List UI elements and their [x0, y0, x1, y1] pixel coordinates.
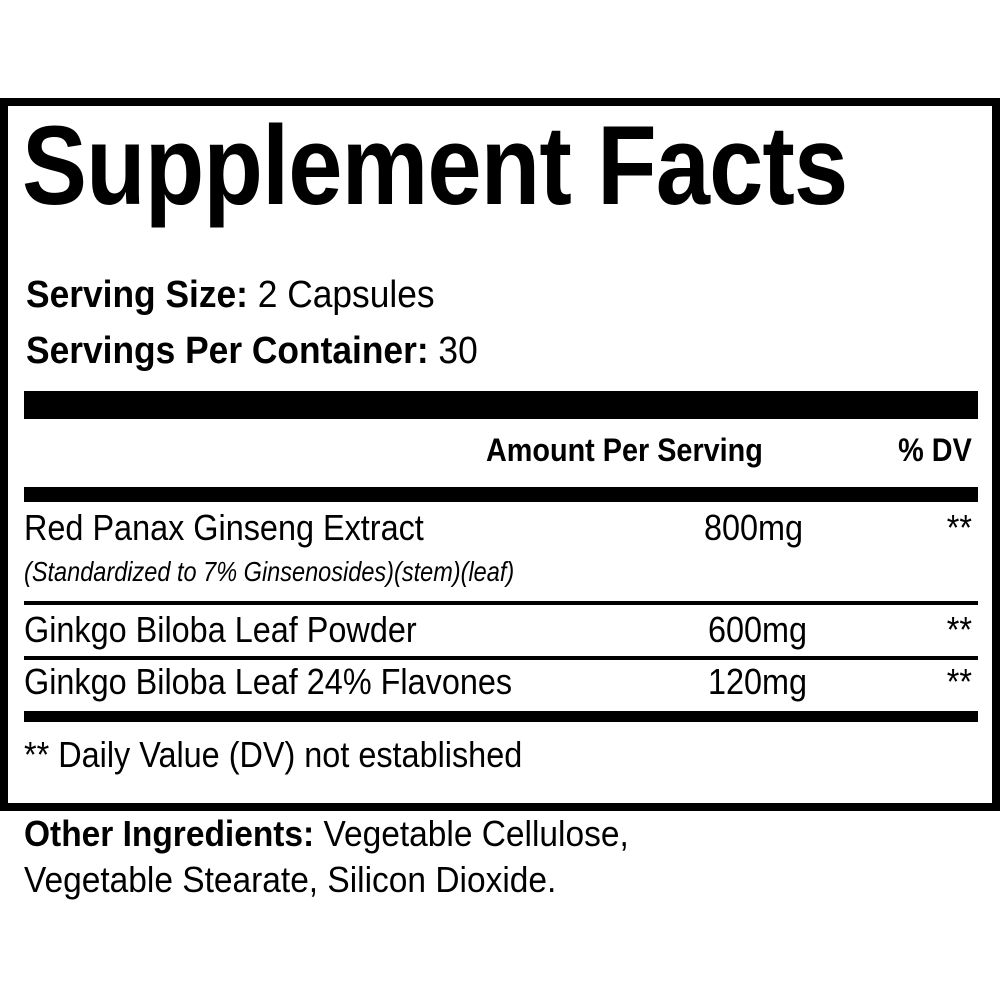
other-ingredients-line2: Vegetable Stearate, Silicon Dioxide.: [24, 859, 557, 900]
other-ingredients: Other Ingredients: Vegetable Cellulose,: [24, 816, 629, 852]
servings-per-container-value: 30: [438, 330, 478, 372]
serving-size-label: Serving Size:: [26, 274, 248, 316]
servings-per-container: Servings Per Container: 30: [26, 332, 478, 370]
header-divider: [24, 487, 978, 502]
other-ingredients-label: Other Ingredients:: [24, 813, 315, 854]
row-divider: [24, 601, 978, 605]
panel-title: Supplement Facts: [22, 103, 848, 228]
footnote: ** Daily Value (DV) not established: [24, 734, 523, 775]
row-divider: [24, 656, 978, 660]
ingredient-dv: **: [946, 609, 972, 650]
serving-size: Serving Size: 2 Capsules: [26, 276, 435, 314]
supplement-facts-panel: [0, 98, 1000, 811]
ingredient-dv: **: [946, 507, 972, 548]
ingredient-note: (Standardized to 7% Ginsenosides)(stem)(…: [24, 556, 515, 587]
ingredient-name: Ginkgo Biloba Leaf 24% Flavones: [24, 661, 513, 702]
ingredient-amount: 800mg: [704, 507, 804, 548]
dv-header: % DV: [898, 432, 972, 468]
servings-per-container-label: Servings Per Container:: [26, 330, 429, 372]
ingredient-amount: 600mg: [708, 609, 808, 650]
amount-per-serving-header: Amount Per Serving: [486, 432, 763, 468]
serving-size-value: 2 Capsules: [257, 274, 435, 316]
thick-divider: [24, 391, 978, 419]
ingredient-amount: 120mg: [708, 661, 808, 702]
other-ingredients-line1: Vegetable Cellulose,: [323, 813, 629, 854]
ingredient-name: Ginkgo Biloba Leaf Powder: [24, 609, 417, 650]
ingredient-name: Red Panax Ginseng Extract: [24, 507, 424, 548]
bottom-divider: [24, 711, 978, 722]
ingredient-dv: **: [946, 661, 972, 702]
